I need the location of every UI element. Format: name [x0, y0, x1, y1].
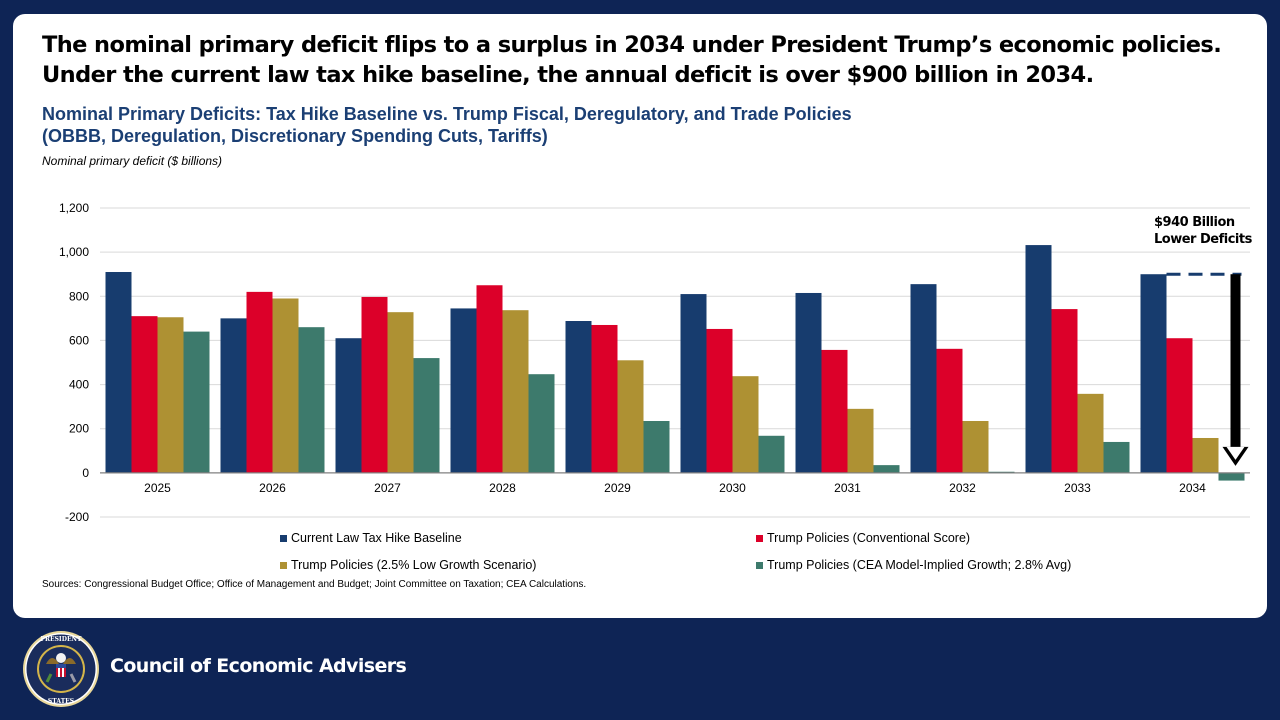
- arrow-shaft: [1230, 274, 1241, 448]
- y-axis-ticks: -200 0 200 400 600 800 1,000 1,200: [59, 201, 89, 524]
- bar-2029-series-1: [565, 321, 592, 473]
- svg-text:STATES: STATES: [48, 698, 74, 705]
- bar-2026-series-3: [272, 298, 299, 473]
- bar-2028-series-3: [502, 310, 529, 473]
- arrow-head-inner: [1226, 446, 1245, 460]
- bar-2032-series-1: [910, 284, 937, 473]
- executive-office-seal-icon: PRESIDENT STATES: [22, 630, 100, 708]
- bar-2027-series-2: [361, 296, 388, 473]
- bar-2031-series-4: [873, 465, 900, 473]
- chart-subtitle-line2: (OBBB, Deregulation, Discretionary Spend…: [42, 126, 548, 146]
- legend-label: Trump Policies (CEA Model-Implied Growth…: [767, 558, 1072, 572]
- legend-item: Trump Policies (2.5% Low Growth Scenario…: [280, 558, 536, 572]
- bar-2029-series-2: [591, 324, 618, 473]
- bar-2026-series-2: [246, 291, 273, 473]
- x-tick-label: 2028: [489, 481, 516, 495]
- bar-2032-series-2: [936, 348, 963, 473]
- x-tick-label: 2032: [949, 481, 976, 495]
- x-tick-label: 2031: [834, 481, 861, 495]
- y-tick-label: 600: [69, 333, 89, 347]
- bar-2025-series-1: [105, 272, 132, 473]
- y-tick-label: 800: [69, 289, 89, 303]
- chart-subtitle-line1: Nominal Primary Deficits: Tax Hike Basel…: [42, 104, 852, 124]
- organization-name: Council of Economic Advisers: [110, 655, 407, 677]
- annotation-label-line1: $940 Billion: [1154, 215, 1235, 230]
- bar-2025-series-3: [157, 317, 184, 473]
- legend-item: Trump Policies (CEA Model-Implied Growth…: [756, 558, 1071, 572]
- bar-2030-series-4: [758, 435, 785, 473]
- bar-2033-series-1: [1025, 245, 1052, 473]
- y-axis-label: Nominal primary deficit ($ billions): [42, 154, 223, 168]
- annotation-label-line2: Lower Deficits: [1154, 232, 1253, 247]
- bar-2034-series-3: [1192, 437, 1219, 473]
- x-tick-label: 2030: [719, 481, 746, 495]
- bar-2031-series-3: [847, 408, 874, 473]
- x-tick-label: 2025: [144, 481, 171, 495]
- bar-2026-series-4: [298, 327, 325, 473]
- legend-swatch: [280, 561, 287, 569]
- bar-2030-series-2: [706, 328, 733, 473]
- bar-2026-series-1: [220, 318, 247, 473]
- bar-2025-series-4: [183, 331, 210, 473]
- bar-2029-series-4: [643, 420, 670, 473]
- bar-2029-series-3: [617, 360, 644, 473]
- y-tick-label: 400: [69, 378, 89, 392]
- legend-item: Current Law Tax Hike Baseline: [280, 531, 462, 545]
- bar-2031-series-1: [795, 292, 822, 473]
- legend-label: Trump Policies (2.5% Low Growth Scenario…: [291, 558, 537, 572]
- x-axis-ticks: 2025 2026 2027 2028 2029 2030 2031 2032 2033 2034: [144, 481, 1206, 495]
- legend-label: Trump Policies (Conventional Score): [767, 531, 971, 545]
- bar-2033-series-2: [1051, 309, 1078, 473]
- bar-2030-series-3: [732, 376, 759, 473]
- bar-2027-series-3: [387, 312, 414, 473]
- bar-2027-series-4: [413, 358, 440, 473]
- bar-2031-series-2: [821, 349, 848, 473]
- bar-2034-series-1: [1140, 274, 1167, 473]
- bar-2033-series-4: [1103, 441, 1130, 473]
- bar-2028-series-2: [476, 285, 503, 473]
- bar-2030-series-1: [680, 294, 707, 473]
- bar-2027-series-1: [335, 338, 362, 473]
- x-tick-label: 2026: [259, 481, 286, 495]
- legend-label: Current Law Tax Hike Baseline: [291, 531, 462, 545]
- bar-2032-series-3: [962, 420, 989, 473]
- annotation: $940 Billion Lower Deficits: [1154, 215, 1253, 466]
- y-tick-label: 1,000: [59, 245, 89, 259]
- x-tick-label: 2033: [1064, 481, 1091, 495]
- legend-swatch: [756, 534, 763, 542]
- y-tick-label: 0: [82, 466, 89, 480]
- bar-2028-series-4: [528, 374, 555, 473]
- y-tick-label: 1,200: [59, 201, 89, 215]
- sources-note: Sources: Congressional Budget Office; Of…: [42, 579, 587, 590]
- legend-item: Trump Policies (Conventional Score): [756, 531, 970, 545]
- x-tick-label: 2034: [1179, 481, 1206, 495]
- legend-swatch: [280, 534, 287, 542]
- legend-swatch: [756, 561, 763, 569]
- headline: The nominal primary deficit flips to a s…: [42, 32, 1222, 88]
- bar-2034-series-4: [1218, 472, 1245, 481]
- bar-2033-series-3: [1077, 393, 1104, 473]
- x-tick-label: 2029: [604, 481, 631, 495]
- bar-2025-series-2: [131, 316, 158, 473]
- y-tick-label: 200: [69, 422, 89, 436]
- y-tick-label: -200: [65, 510, 89, 524]
- bar-2034-series-2: [1166, 338, 1193, 473]
- bar-2028-series-1: [450, 308, 477, 473]
- svg-text:PRESIDENT: PRESIDENT: [41, 636, 82, 643]
- chart-subtitle: Nominal Primary Deficits: Tax Hike Basel…: [42, 103, 1042, 147]
- bars: [105, 245, 1245, 481]
- x-tick-label: 2027: [374, 481, 401, 495]
